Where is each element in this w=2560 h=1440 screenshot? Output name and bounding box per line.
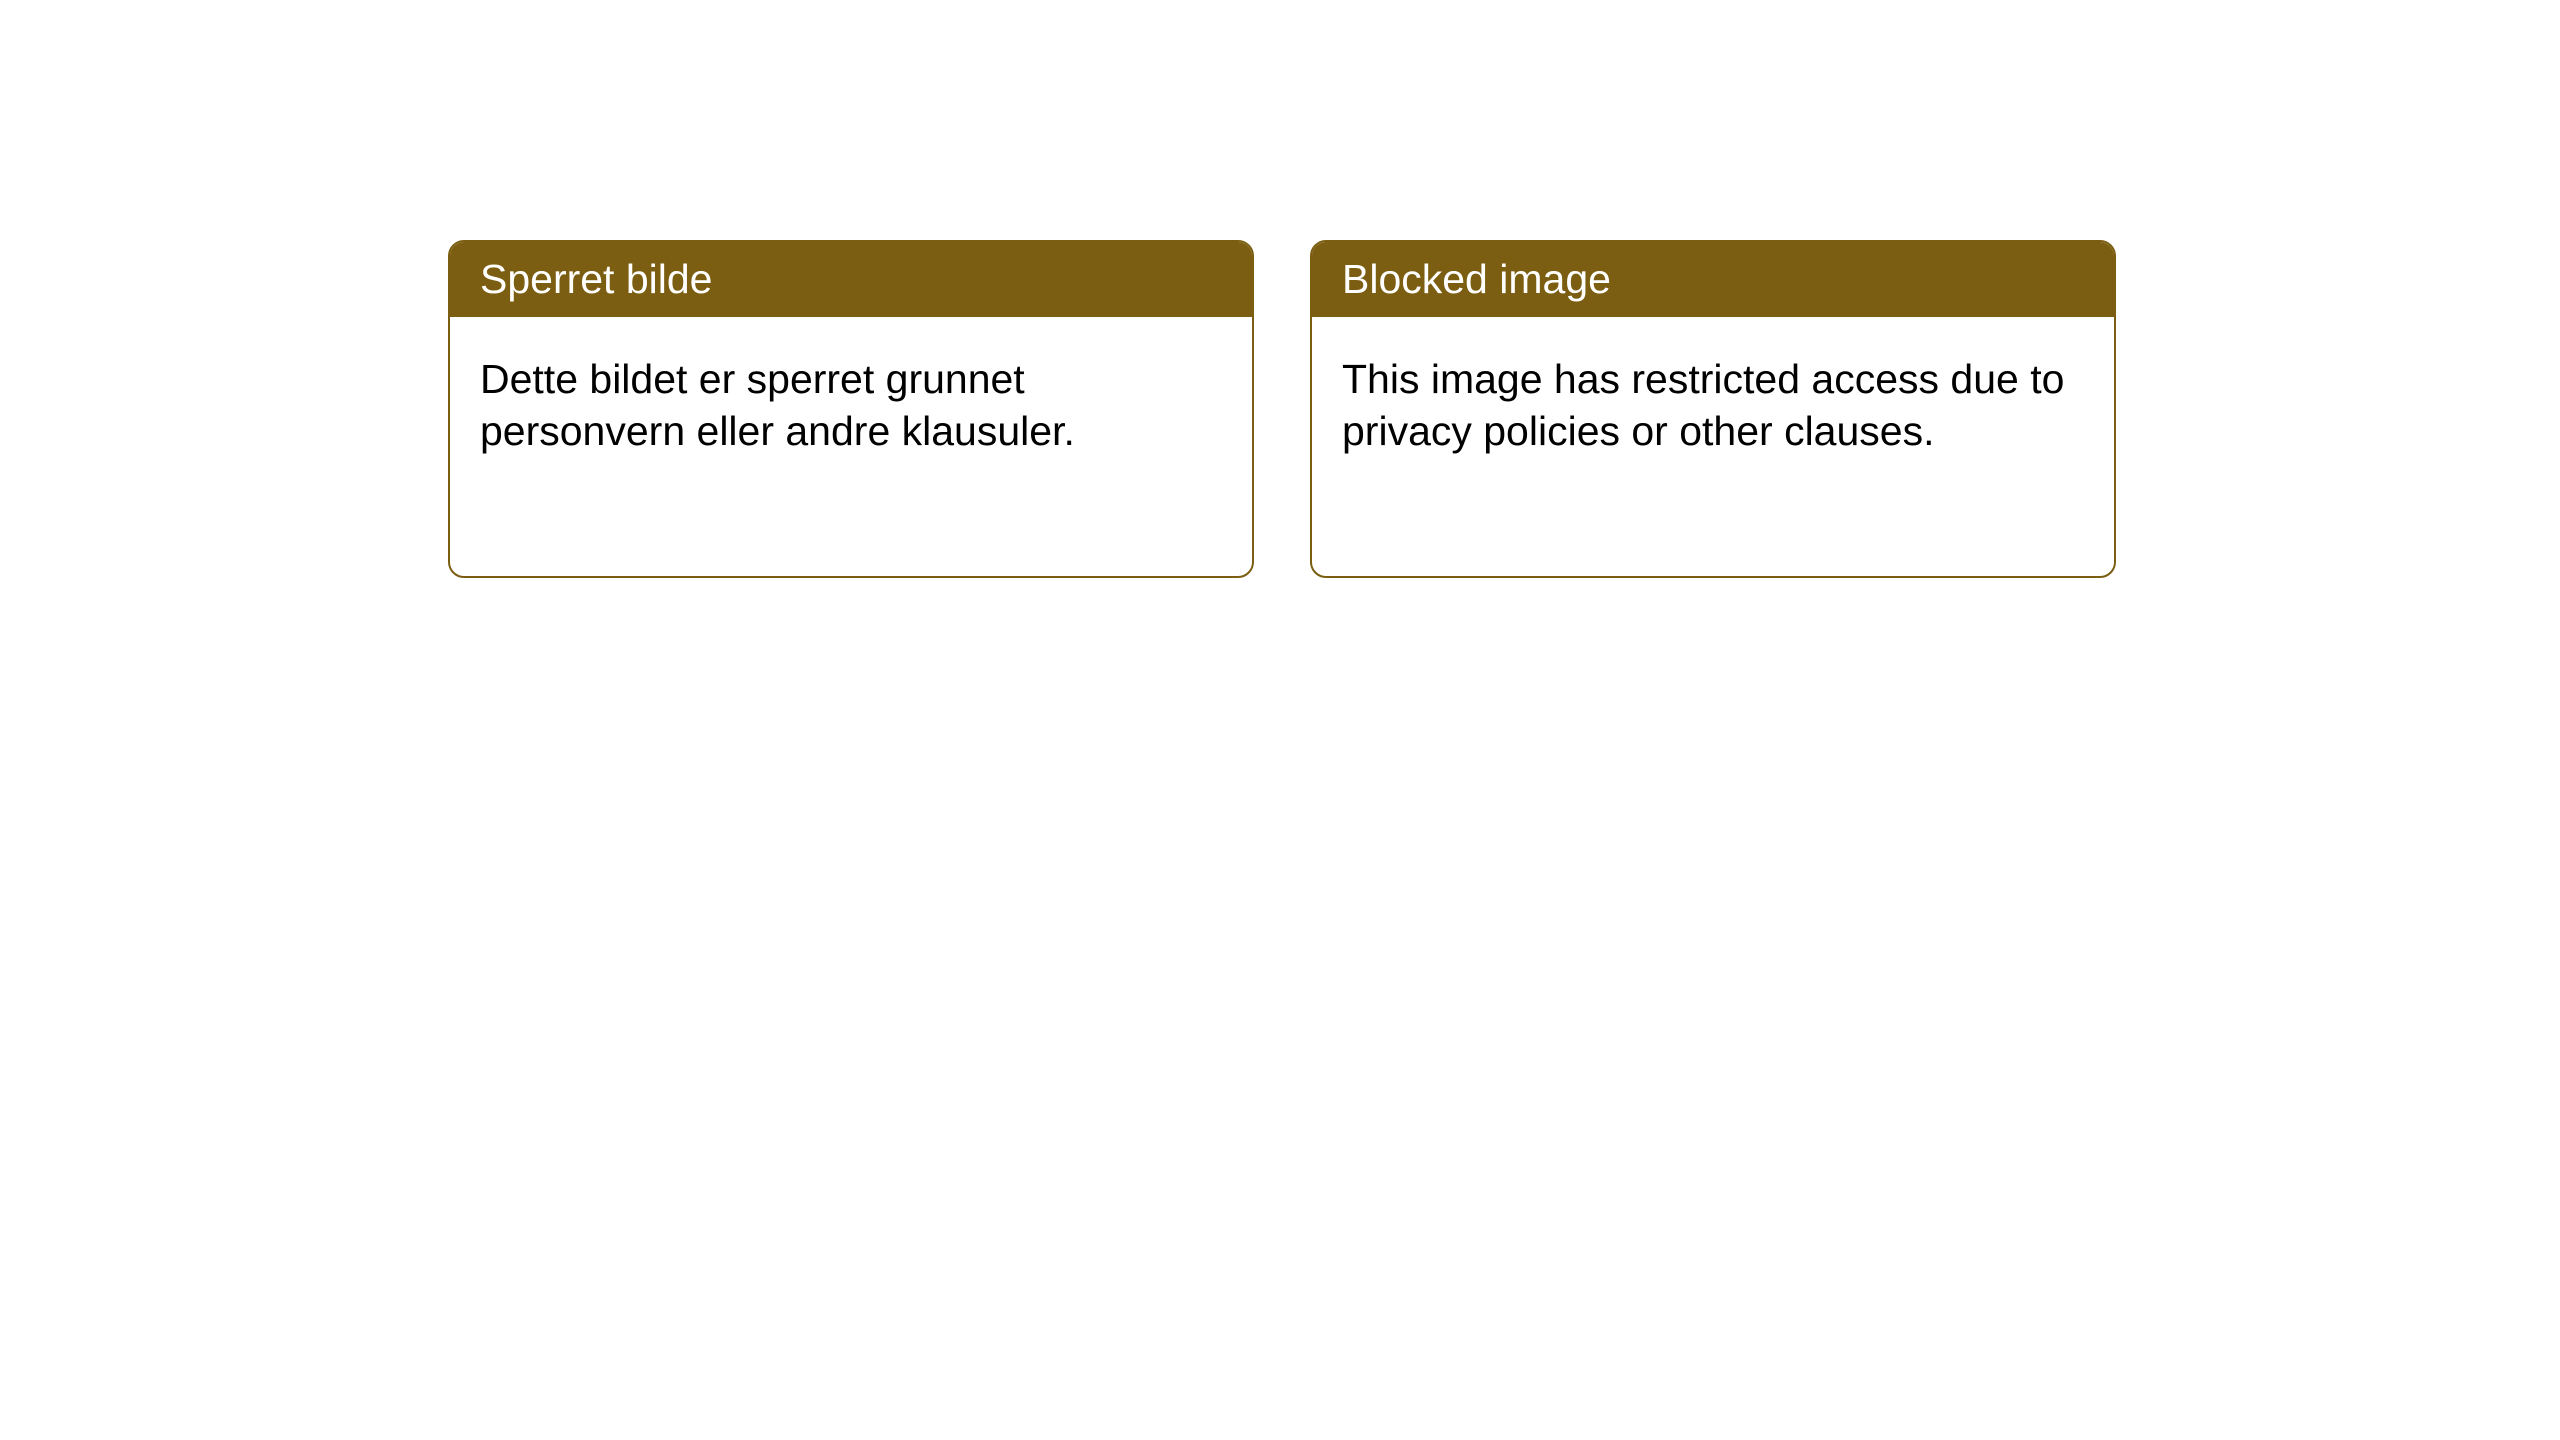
notice-container: Sperret bilde Dette bildet er sperret gr… [448, 240, 2116, 578]
notice-header: Blocked image [1312, 242, 2114, 317]
notice-body: This image has restricted access due to … [1312, 317, 2114, 494]
notice-body: Dette bildet er sperret grunnet personve… [450, 317, 1252, 494]
notice-card-norwegian: Sperret bilde Dette bildet er sperret gr… [448, 240, 1254, 578]
notice-header: Sperret bilde [450, 242, 1252, 317]
notice-card-english: Blocked image This image has restricted … [1310, 240, 2116, 578]
